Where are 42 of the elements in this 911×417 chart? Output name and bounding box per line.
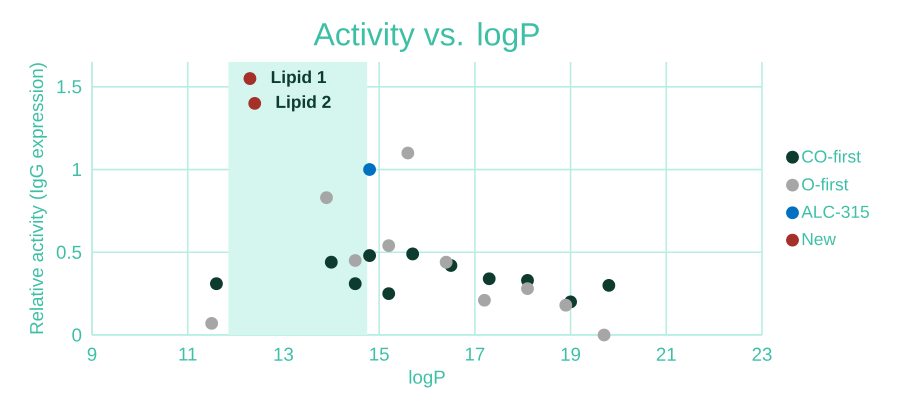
y-tick-label: 0.5 (56, 246, 82, 259)
point (363, 163, 376, 176)
legend-label: CO-first (802, 150, 861, 163)
x-tick-label: 17 (466, 348, 484, 361)
point (482, 272, 496, 286)
point (320, 191, 333, 204)
x-tick-label: 19 (562, 348, 580, 361)
point (401, 146, 414, 160)
y-tick-label: 1 (73, 163, 82, 176)
y-axis-title: Relative activity (IgG expression) (29, 63, 47, 334)
annotation: Lipid 2 (276, 95, 331, 112)
point (478, 294, 491, 307)
legend-label: ALC-315 (801, 206, 869, 218)
x-axis-title: logP (410, 370, 445, 388)
legend-label: New (802, 233, 836, 246)
x-tick-label: 23 (752, 348, 772, 361)
point (205, 317, 218, 330)
point (348, 277, 362, 290)
point (248, 96, 262, 110)
x-tick-label: 21 (656, 348, 676, 361)
annotation: Lipid 1 (272, 70, 326, 87)
point (406, 248, 420, 260)
chart-title: Activity vs. logP (314, 22, 539, 52)
point (559, 298, 572, 312)
point (244, 72, 256, 85)
point (210, 277, 223, 290)
x-tick-label: 11 (179, 348, 197, 361)
point (440, 256, 453, 269)
x-tick-label: 15 (370, 348, 389, 361)
point (348, 254, 362, 267)
point (521, 282, 534, 296)
x-tick-label: 9 (88, 348, 96, 361)
y-tick-label: 1.5 (57, 80, 82, 94)
point (363, 249, 376, 262)
x-tick-label: 13 (274, 348, 293, 361)
point (324, 256, 338, 269)
point (382, 287, 396, 300)
point (602, 278, 616, 292)
point (598, 328, 610, 342)
y-tick-label: 0 (72, 328, 82, 342)
legend-label: O-first (802, 178, 848, 191)
point (382, 239, 396, 252)
